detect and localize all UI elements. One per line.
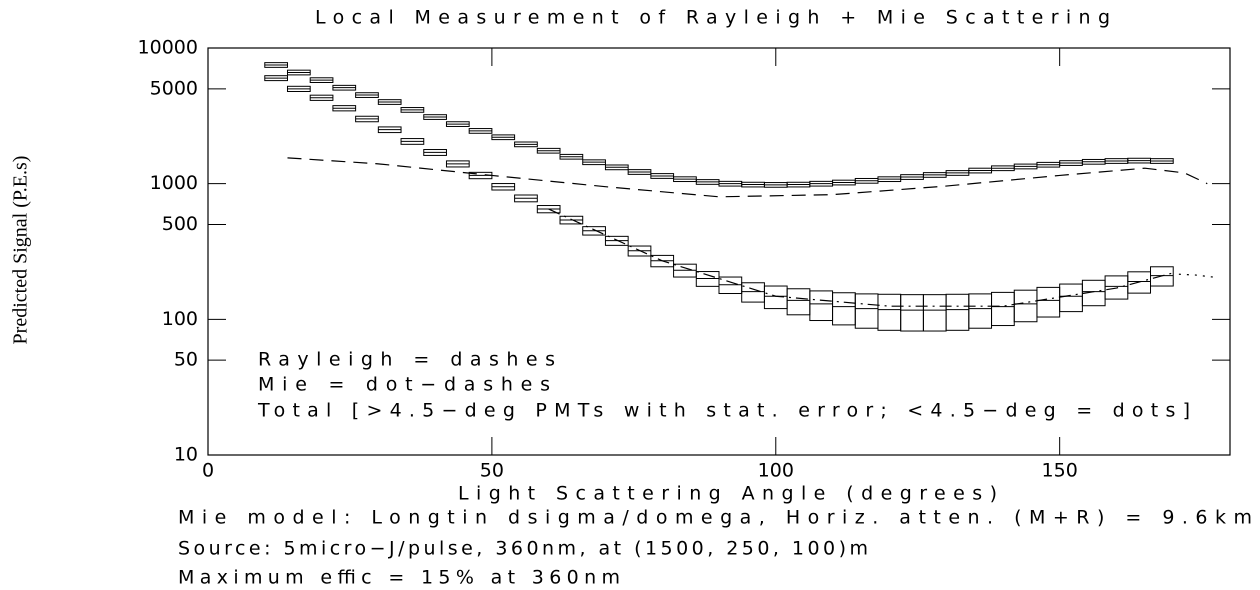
error-box bbox=[809, 290, 834, 322]
error-box bbox=[1059, 283, 1083, 313]
x-tick-label: 150 bbox=[1042, 460, 1078, 482]
chart-title: Local Measurement of Rayleigh + Mie Scat… bbox=[315, 7, 1110, 29]
x-tick-label: 50 bbox=[480, 460, 504, 482]
x-axis-label: Light Scattering Angle (degrees) bbox=[458, 483, 997, 505]
error-box bbox=[1036, 286, 1061, 318]
legend-text: Rayleigh = dashes bbox=[258, 349, 555, 371]
y-tick-label: 5000 bbox=[150, 77, 198, 99]
y-tick-label: 10 bbox=[174, 444, 198, 466]
curve bbox=[548, 208, 1174, 307]
error-box bbox=[877, 293, 902, 331]
y-axis-label: Predicted Signal (P.E.s) bbox=[10, 156, 32, 345]
error-box bbox=[741, 282, 765, 303]
error-box bbox=[922, 294, 947, 332]
error-box bbox=[854, 293, 879, 329]
error-box bbox=[900, 294, 924, 332]
legend-text: Total [>4.5−deg PMTs with stat. error; <… bbox=[257, 400, 1190, 422]
x-tick-label: 100 bbox=[758, 460, 794, 482]
curve bbox=[1178, 273, 1214, 278]
error-box bbox=[1013, 289, 1038, 323]
y-tick-label: 10000 bbox=[138, 37, 198, 59]
note: Mie model: Longtin dsigma/domega, Horiz.… bbox=[178, 507, 1252, 529]
error-box bbox=[718, 276, 743, 295]
error-box bbox=[945, 293, 970, 331]
y-tick-label: 1000 bbox=[150, 172, 198, 194]
y-tick-label: 50 bbox=[174, 349, 198, 371]
error-box bbox=[1150, 266, 1174, 287]
error-box bbox=[832, 292, 856, 326]
error-box bbox=[968, 293, 993, 329]
x-tick-label: 0 bbox=[202, 460, 214, 482]
plot-frame bbox=[207, 47, 1231, 456]
legend-text: Mie = dot−dashes bbox=[258, 374, 550, 396]
error-box bbox=[786, 288, 811, 316]
y-tick-label: 500 bbox=[162, 213, 198, 235]
error-box bbox=[991, 291, 1015, 327]
note: Maximum effic = 15% at 360nm bbox=[178, 567, 620, 589]
curve bbox=[287, 157, 1208, 198]
note: Source: 5micro−J/pulse, 360nm, at (1500,… bbox=[178, 538, 868, 560]
y-tick-label: 100 bbox=[162, 308, 198, 330]
